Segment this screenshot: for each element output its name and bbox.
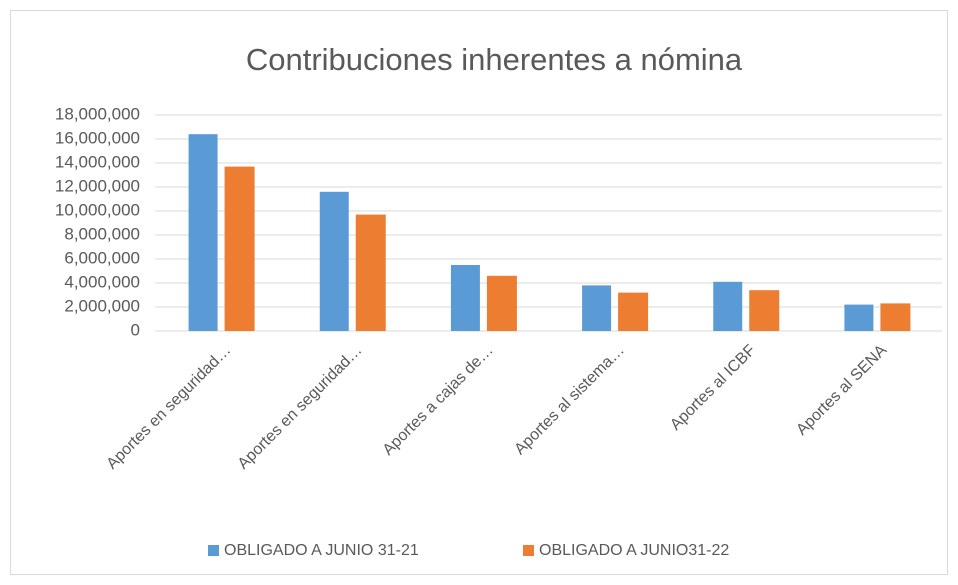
bar bbox=[319, 191, 349, 331]
bar bbox=[188, 134, 218, 331]
bar bbox=[450, 265, 480, 331]
chart-title: Contribuciones inherentes a nómina bbox=[246, 42, 743, 77]
legend-swatch bbox=[523, 545, 534, 556]
y-tick-label: 8,000,000 bbox=[64, 224, 140, 243]
y-tick-label: 10,000,000 bbox=[55, 200, 140, 219]
y-tick-label: 12,000,000 bbox=[55, 176, 140, 195]
y-tick-label: 6,000,000 bbox=[64, 248, 140, 267]
bar bbox=[713, 281, 743, 331]
bar bbox=[582, 285, 612, 331]
legend-swatch bbox=[208, 545, 219, 556]
bar bbox=[844, 304, 874, 331]
bar bbox=[486, 275, 517, 331]
y-tick-label: 18,000,000 bbox=[55, 104, 140, 123]
y-tick-label: 4,000,000 bbox=[64, 272, 140, 291]
bar bbox=[224, 166, 255, 331]
bar bbox=[880, 303, 911, 331]
y-tick-label: 16,000,000 bbox=[55, 128, 140, 147]
bar bbox=[355, 214, 386, 331]
y-tick-label: 14,000,000 bbox=[55, 152, 140, 171]
legend-label: OBLIGADO A JUNIO 31-21 bbox=[224, 542, 419, 559]
bar bbox=[749, 290, 780, 331]
bar bbox=[618, 292, 649, 331]
y-tick-label: 2,000,000 bbox=[64, 296, 140, 315]
legend-label: OBLIGADO A JUNIO31-22 bbox=[539, 542, 729, 559]
y-tick-label: 0 bbox=[131, 320, 140, 339]
